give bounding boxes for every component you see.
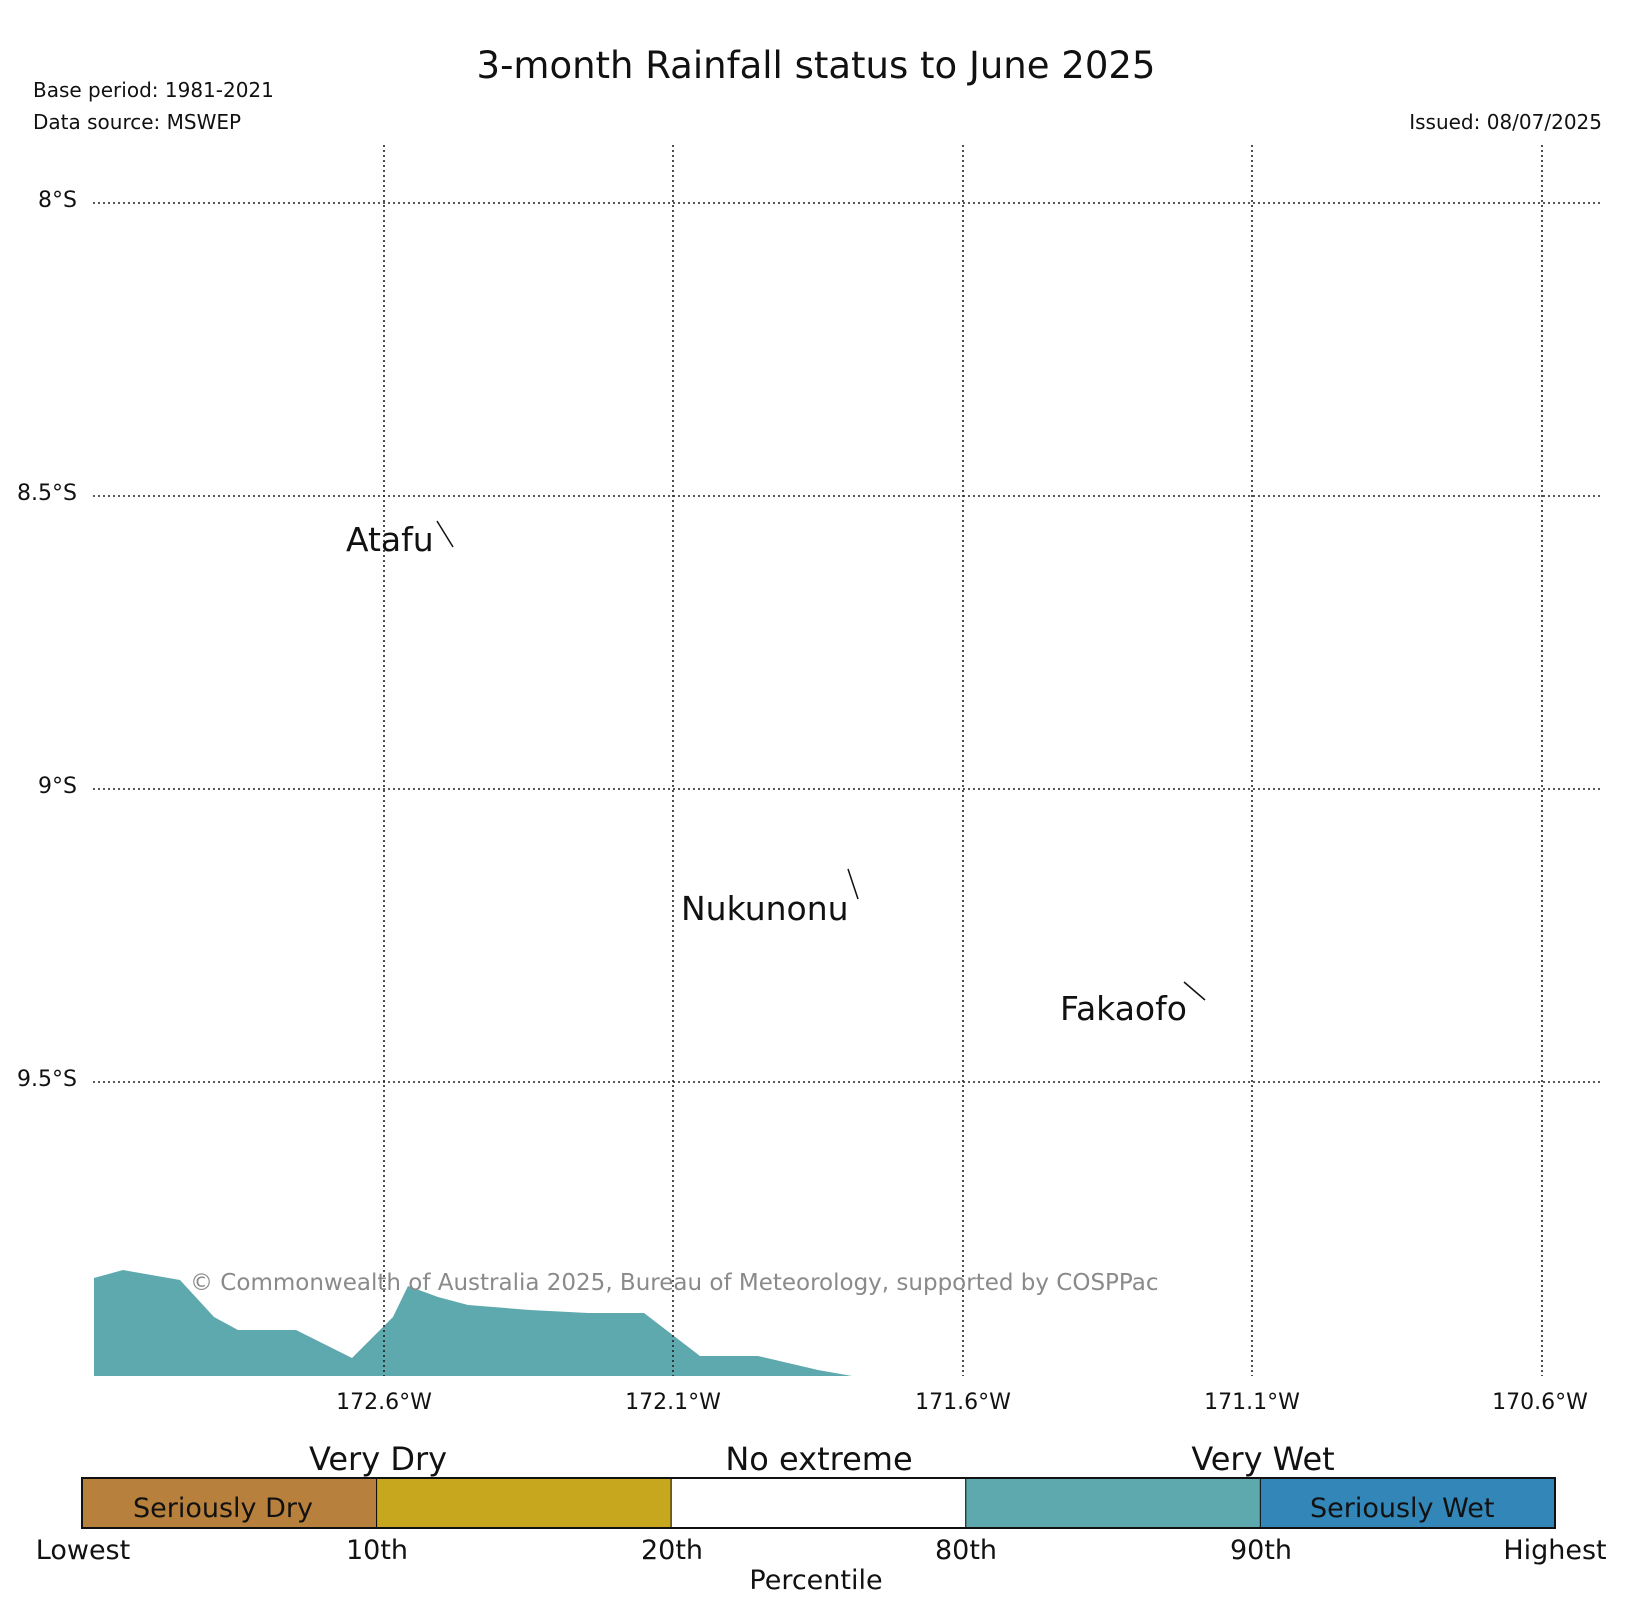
place-label-nukunonu: Nukunonu <box>681 889 849 928</box>
legend-outline <box>81 1477 1556 1529</box>
nukunonu-marker <box>847 868 859 900</box>
place-label-atafu: Atafu <box>346 520 434 559</box>
legend-tick: 90th <box>1229 1535 1293 1566</box>
place-label-fakaofo: Fakaofo <box>1060 989 1187 1028</box>
lon-label: 170.6°W <box>1492 1390 1588 1415</box>
base-period-text: Base period: 1981-2021 <box>33 78 274 102</box>
legend-seriously-wet-label: Seriously Wet <box>1310 1493 1495 1524</box>
legend-segment <box>670 1477 967 1529</box>
lon-label: 171.6°W <box>915 1390 1011 1415</box>
legend-category-very-dry: Very Dry <box>308 1440 448 1478</box>
legend-tick: 20th <box>640 1535 704 1566</box>
lat-label: 9.5°S <box>17 1067 77 1092</box>
legend-seriously-dry-label: Seriously Dry <box>133 1493 313 1524</box>
atafu-marker <box>436 520 454 548</box>
legend-colorbar <box>81 1477 1556 1529</box>
data-source-text: Data source: MSWEP <box>33 110 242 134</box>
issued-date-text: Issued: 08/07/2025 <box>1409 110 1602 134</box>
page-title: 3-month Rainfall status to June 2025 <box>476 44 1156 87</box>
legend-tick: 80th <box>934 1535 998 1566</box>
lat-label: 9°S <box>38 774 77 799</box>
legend-tick: Highest <box>1503 1535 1607 1566</box>
fakaofo-marker <box>1183 981 1206 1001</box>
legend-segment <box>376 1477 672 1529</box>
lon-label: 172.6°W <box>336 1390 432 1415</box>
lat-label: 8°S <box>38 188 77 213</box>
very-wet-region <box>94 1270 852 1376</box>
legend-axis-label: Percentile <box>749 1565 883 1596</box>
legend-tick: Lowest <box>35 1535 131 1566</box>
legend-category-no-extreme: No extreme <box>725 1440 913 1478</box>
legend-tick: 10th <box>345 1535 409 1566</box>
copyright-notice: © Commonwealth of Australia 2025, Bureau… <box>190 1270 1159 1296</box>
lat-label: 8.5°S <box>17 481 77 506</box>
legend-segment <box>965 1477 1261 1529</box>
lon-label: 171.1°W <box>1204 1390 1300 1415</box>
lon-label: 172.1°W <box>625 1390 721 1415</box>
graticule <box>93 145 1600 1376</box>
legend-category-very-wet: Very Wet <box>1191 1440 1335 1478</box>
